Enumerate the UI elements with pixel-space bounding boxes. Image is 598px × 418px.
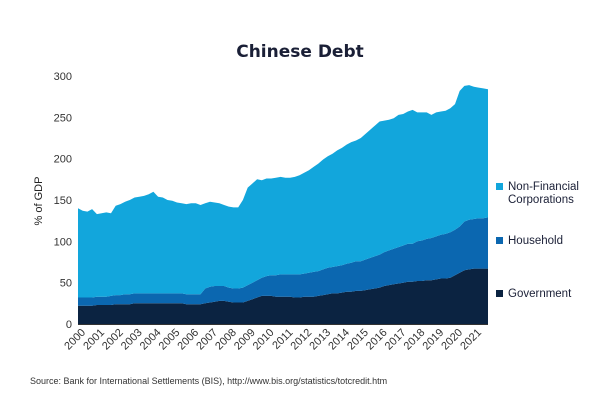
y-tick-label-0: 0: [66, 319, 72, 331]
legend: Non-Financial Corporations Household Govern…: [496, 181, 579, 300]
legend-swatch-0: [496, 290, 503, 297]
legend-label-1: Household: [508, 235, 563, 247]
area-series-2: [78, 85, 488, 298]
y-tick-label-2: 100: [54, 236, 72, 248]
y-tick-label-4: 200: [54, 154, 72, 166]
legend-swatch-2: [496, 183, 503, 190]
source-note: Source: Bank for International Settlemen…: [30, 376, 387, 386]
legend-swatch-1: [496, 237, 503, 244]
x-tick-label-21: 2021: [458, 327, 484, 353]
y-tick-label-5: 250: [54, 112, 72, 124]
area-series-1: [78, 217, 488, 306]
legend-label-0: Government: [508, 288, 572, 300]
stacked-areas: [78, 85, 488, 324]
y-tick-label-1: 50: [60, 278, 72, 290]
area-series-0: [78, 268, 488, 324]
x-axis-ticks: 2000200120022003200420052006200720082009…: [62, 327, 484, 353]
y-axis-ticks: 0 50 100 150 200 250 300: [54, 71, 72, 331]
legend-label-2: Non-Financial Corporations: [508, 181, 579, 206]
y-axis-label: % of GDP: [33, 177, 45, 226]
chart-title: Chinese Debt: [236, 42, 364, 62]
y-tick-label-6: 300: [54, 71, 72, 83]
y-tick-label-3: 150: [54, 195, 72, 207]
